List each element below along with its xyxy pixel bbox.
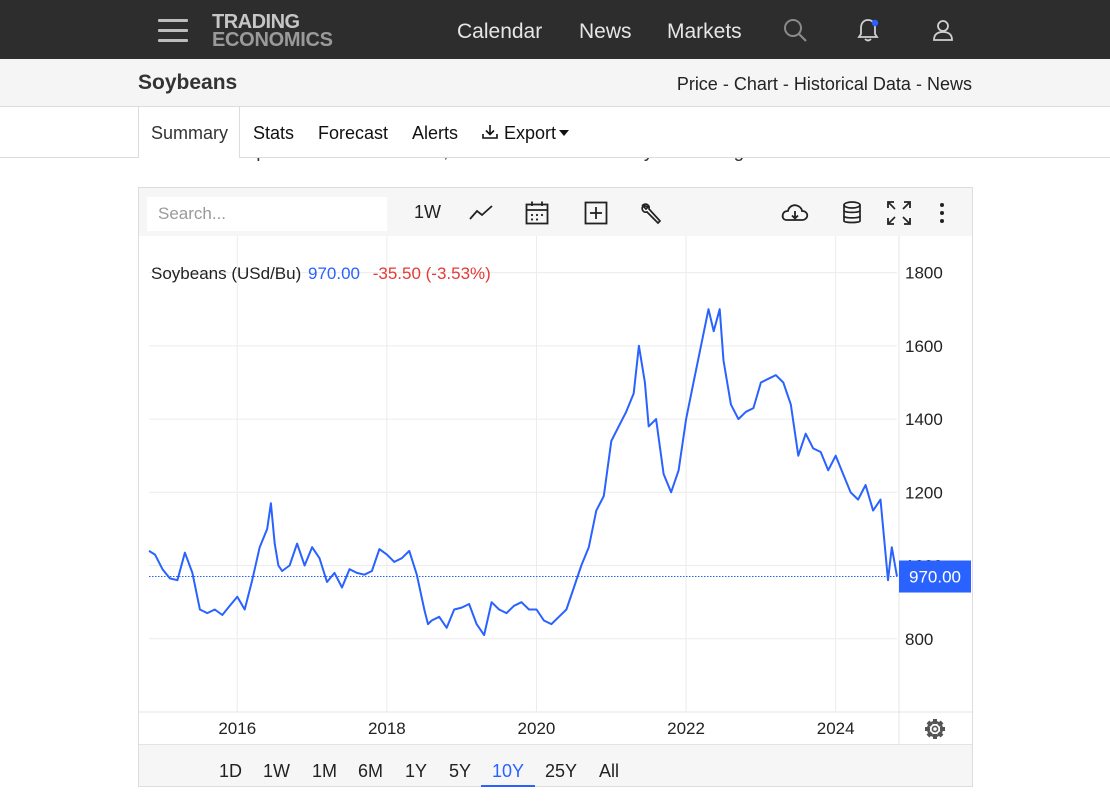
legend-price: 970.00	[307, 264, 360, 283]
breadcrumb-price[interactable]: Price	[676, 74, 718, 94]
current-price-badge	[899, 560, 971, 593]
range-6m[interactable]: 6M	[358, 761, 384, 781]
calendar-icon[interactable]	[524, 200, 550, 226]
tab-forecast[interactable]: Forecast	[318, 123, 389, 143]
add-compare-icon[interactable]	[583, 200, 609, 226]
y-tick-label: 1200	[905, 483, 943, 502]
legend-change: -35.50 (-3.53%)	[372, 264, 491, 283]
y-tick-label: 1400	[905, 410, 943, 429]
chart-search-input[interactable]	[147, 197, 387, 231]
nav-link-calendar[interactable]: Calendar	[457, 20, 543, 43]
price-chart[interactable]: 8001000120014001600180020162018202020222…	[139, 236, 972, 744]
logo[interactable]: TRADING ECONOMICS	[212, 11, 333, 51]
range-1w[interactable]: 1W	[263, 761, 290, 781]
range-selector: 1D 1W 1M 6M 1Y 5Y 10Y 25Y All	[139, 744, 972, 787]
x-tick-label: 2018	[368, 719, 406, 738]
chevron-down-icon	[559, 129, 570, 136]
range-10y[interactable]: 10Y	[492, 761, 525, 781]
breadcrumb-separator: -	[782, 74, 789, 94]
range-5y[interactable]: 5Y	[449, 761, 472, 781]
breadcrumb: Price - Chart - Historical Data - News	[677, 74, 972, 95]
x-tick-label: 2016	[218, 719, 256, 738]
breadcrumb-historical-data[interactable]: Historical Data	[793, 74, 911, 94]
legend-series-name: Soybeans (USd/Bu)	[151, 264, 302, 283]
database-icon[interactable]	[839, 200, 865, 226]
y-tick-label: 1600	[905, 337, 943, 356]
range-1d[interactable]: 1D	[219, 761, 243, 781]
search-icon[interactable]	[782, 17, 808, 43]
logo-line-1: TRADING	[212, 11, 300, 33]
bell-icon[interactable]	[855, 17, 881, 43]
series-line	[148, 308, 898, 637]
x-tick-label: 2020	[518, 719, 556, 738]
top-navigation: TRADING ECONOMICS Calendar News Markets	[0, 0, 1110, 59]
menu-icon[interactable]	[158, 19, 188, 43]
user-icon[interactable]	[930, 17, 956, 43]
chart-toolbar: 1W	[139, 188, 972, 236]
y-tick-label: 800	[905, 630, 933, 649]
x-tick-label: 2024	[817, 719, 855, 738]
tab-alerts[interactable]: Alerts	[412, 123, 459, 143]
tab-stats[interactable]: Stats	[253, 123, 295, 143]
fullscreen-icon[interactable]	[886, 200, 912, 226]
logo-line-2: ECONOMICS	[212, 29, 333, 51]
breadcrumb-separator: -	[722, 74, 729, 94]
current-price-label: 970.00	[909, 568, 961, 587]
range-25y[interactable]: 25Y	[545, 761, 578, 781]
nav-link-news[interactable]: News	[579, 20, 632, 43]
range-1m[interactable]: 1M	[312, 761, 338, 781]
tab-export-label: Export	[504, 123, 557, 143]
page-title: Soybeans	[138, 71, 238, 94]
chart-legend: Soybeans (USd/Bu) 970.00 -35.50 (-3.53%)	[151, 264, 491, 284]
gear-icon[interactable]	[925, 719, 945, 739]
x-tick-label: 2022	[667, 719, 705, 738]
breadcrumb-news[interactable]: News	[926, 74, 972, 94]
breadcrumb-chart[interactable]: Chart	[733, 74, 778, 94]
y-tick-label: 1800	[905, 264, 943, 283]
more-vertical-icon[interactable]	[929, 200, 955, 226]
title-bar: Soybeans Price - Chart - Historical Data…	[0, 59, 1110, 107]
chart-widget: 1W	[138, 187, 973, 787]
range-1y[interactable]: 1Y	[405, 761, 428, 781]
range-all[interactable]: All	[599, 761, 620, 781]
download-cloud-icon[interactable]	[780, 200, 810, 226]
breadcrumb-separator: -	[915, 74, 922, 94]
range-active-indicator	[481, 785, 535, 787]
tab-summary[interactable]: Summary	[151, 123, 229, 143]
interval-selector[interactable]: 1W	[414, 202, 441, 222]
wrench-icon[interactable]	[638, 200, 664, 226]
tab-active-indicator	[138, 107, 240, 158]
download-icon	[482, 125, 498, 139]
tab-export[interactable]: Export	[481, 123, 570, 144]
tab-bar: Summary Stats Forecast Alerts Export	[0, 107, 1110, 158]
line-chart-icon[interactable]	[468, 200, 494, 226]
nav-link-markets[interactable]: Markets	[667, 20, 742, 43]
